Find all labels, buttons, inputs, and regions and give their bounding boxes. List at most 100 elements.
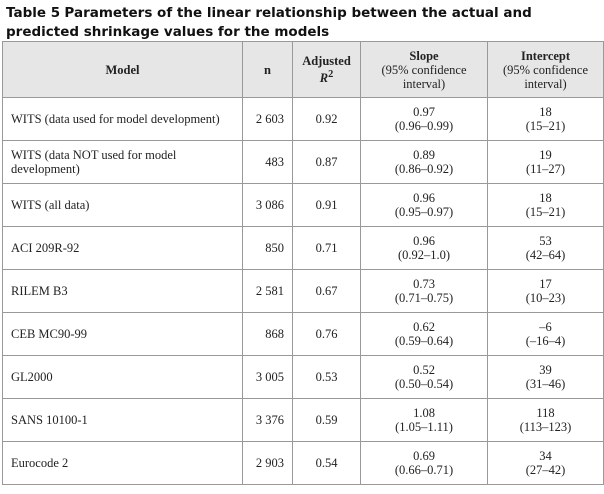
- intercept-interval: (27–42): [525, 463, 566, 477]
- header-cell: Intercept (95% confidence interval): [487, 41, 604, 98]
- slope-value: 0.52: [413, 363, 435, 377]
- slope-interval: (0.96–0.99): [394, 119, 454, 133]
- n-cell: 3 376: [242, 398, 293, 442]
- intercept-cell: 53 (42–64): [487, 226, 604, 270]
- intercept-interval: (15–21): [525, 205, 566, 219]
- n-cell: 2 581: [242, 269, 293, 313]
- model-cell: WITS (all data): [2, 183, 243, 227]
- table: Model n Adjusted R2 Slope (95% confidence …: [2, 41, 604, 485]
- slope-interval: (0.86–0.92): [394, 162, 454, 176]
- intercept-value: 53: [539, 234, 552, 248]
- r2-cell: 0.76: [292, 312, 361, 356]
- slope-value: 1.08: [413, 406, 435, 420]
- n-cell: 483: [242, 140, 293, 184]
- slope-interval: (0.59–0.64): [394, 334, 454, 348]
- header-cell: n: [242, 41, 293, 98]
- intercept-cell: 118 (113–123): [487, 398, 604, 442]
- intercept-cell: –6 (–16–4): [487, 312, 604, 356]
- intercept-value: 39: [539, 363, 552, 377]
- n-cell: 3 086: [242, 183, 293, 227]
- r2-cell: 0.67: [292, 269, 361, 313]
- intercept-interval: (10–23): [525, 291, 566, 305]
- n-cell: 2 603: [242, 97, 293, 141]
- slope-value: 0.73: [413, 277, 435, 291]
- slope-cell: 0.52 (0.50–0.54): [360, 355, 488, 399]
- table-row: WITS (all data) 3 086 0.91 0.96 (0.95–0.97) 1…: [2, 183, 604, 227]
- table-row: RILEM B3 2 581 0.67 0.73 (0.71–0.75) 17 (10–23…: [2, 269, 604, 313]
- intercept-interval: (31–46): [525, 377, 566, 391]
- slope-cell: 0.97 (0.96–0.99): [360, 97, 488, 141]
- table-row: SANS 10100-1 3 376 0.59 1.08 (1.05–1.11) 118(…: [2, 398, 604, 442]
- caption-text: Parameters of the linear relationship be…: [6, 5, 532, 40]
- intercept-interval: (11–27): [525, 162, 566, 176]
- slope-interval: (1.05–1.11): [395, 420, 453, 434]
- model-cell: WITS (data used for model development): [2, 97, 243, 141]
- r2-cell: 0.91: [292, 183, 361, 227]
- r2-cell: 0.53: [292, 355, 361, 399]
- r2-cell: 0.92: [292, 97, 361, 141]
- slope-cell: 0.96 (0.95–0.97): [360, 183, 488, 227]
- intercept-value: 118: [536, 406, 555, 420]
- slope-interval: (0.71–0.75): [394, 291, 454, 305]
- slope-value: 0.89: [413, 148, 435, 162]
- slope-interval: (0.95–0.97): [394, 205, 454, 219]
- header-cell: Adjusted R2: [292, 41, 361, 98]
- model-cell: RILEM B3: [2, 269, 243, 313]
- intercept-interval: (113–123): [519, 420, 572, 434]
- intercept-value: 18: [539, 105, 552, 119]
- header-var: R: [319, 71, 329, 86]
- intercept-interval: (42–64): [525, 248, 566, 262]
- model-cell: GL2000: [2, 355, 243, 399]
- slope-value: 0.96: [413, 191, 435, 205]
- n-cell: 3 005: [242, 355, 293, 399]
- slope-value: 0.96: [413, 234, 435, 248]
- model-cell: WITS (data NOT used for model developmen…: [2, 140, 243, 184]
- table-body: WITS (data used for model development) 2 …: [2, 97, 604, 485]
- header-row: Model n Adjusted R2 Slope (95% confidence …: [2, 41, 604, 98]
- intercept-interval: (–16–4): [525, 334, 566, 348]
- model-cell: ACI 209R-92: [2, 226, 243, 270]
- slope-interval: (0.92–1.0): [397, 248, 451, 262]
- intercept-interval: (15–21): [525, 119, 566, 133]
- slope-value: 0.97: [413, 105, 435, 119]
- caption-label: Table 5: [6, 5, 61, 21]
- slope-cell: 0.96 (0.92–1.0): [360, 226, 488, 270]
- intercept-cell: 18 (15–21): [487, 183, 604, 227]
- slope-cell: 0.69 (0.66–0.71): [360, 441, 488, 485]
- header-text: Intercept: [520, 48, 571, 63]
- header-text: Slope: [409, 48, 439, 63]
- intercept-value: 18: [539, 191, 552, 205]
- r2-cell: 0.59: [292, 398, 361, 442]
- caption: Table 5 Parameters of the linear relatio…: [0, 0, 604, 41]
- intercept-cell: 39 (31–46): [487, 355, 604, 399]
- r2-cell: 0.71: [292, 226, 361, 270]
- table-row: WITS (data NOT used for model developmen…: [2, 140, 604, 184]
- header-cell: Slope (95% confidence interval): [360, 41, 488, 98]
- header-cell: Model: [2, 41, 243, 98]
- r2-cell: 0.54: [292, 441, 361, 485]
- slope-value: 0.62: [413, 320, 435, 334]
- intercept-cell: 19 (11–27): [487, 140, 604, 184]
- intercept-value: 17: [539, 277, 552, 291]
- n-cell: 850: [242, 226, 293, 270]
- table-header: Model n Adjusted R2 Slope (95% confidence …: [2, 41, 604, 98]
- slope-cell: 0.62 (0.59–0.64): [360, 312, 488, 356]
- table-row: WITS (data used for model development) 2 …: [2, 97, 604, 141]
- model-cell: CEB MC90-99: [2, 312, 243, 356]
- intercept-cell: 18 (15–21): [487, 97, 604, 141]
- slope-cell: 0.89 (0.86–0.92): [360, 140, 488, 184]
- model-cell: SANS 10100-1: [2, 398, 243, 442]
- table-row: ACI 209R-92 850 0.71 0.96 (0.92–1.0) 53 (42–64…: [2, 226, 604, 270]
- intercept-value: 19: [539, 148, 552, 162]
- header-sub: (95% confidence interval): [381, 62, 467, 91]
- slope-interval: (0.50–0.54): [394, 377, 454, 391]
- r2-cell: 0.87: [292, 140, 361, 184]
- intercept-cell: 34 (27–42): [487, 441, 604, 485]
- model-cell: Eurocode 2: [2, 441, 243, 485]
- header-text: Adjusted: [302, 53, 351, 68]
- slope-interval: (0.66–0.71): [394, 463, 454, 477]
- n-cell: 2 903: [242, 441, 293, 485]
- header-sup: 2: [328, 68, 334, 80]
